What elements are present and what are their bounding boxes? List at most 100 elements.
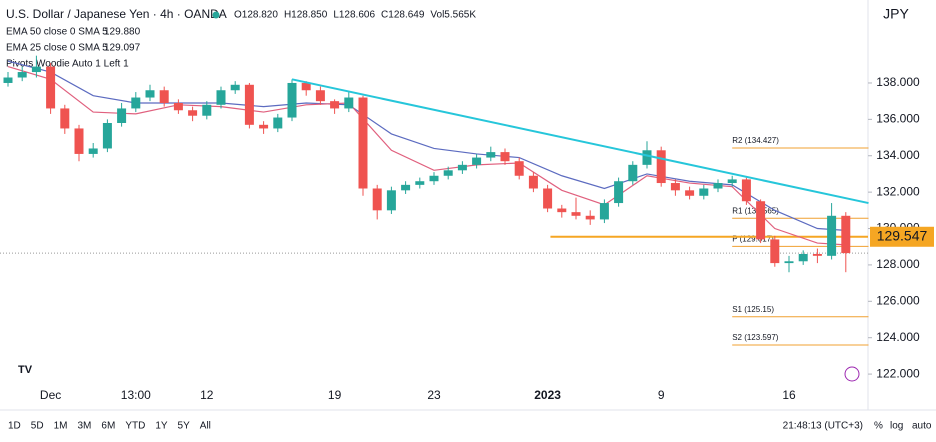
candle-body	[74, 128, 84, 154]
candle-body	[770, 239, 780, 264]
candle-body	[287, 82, 297, 118]
indicator-label: Pivots Woodie Auto 1 Left 1	[6, 59, 129, 70]
candle-body	[472, 157, 482, 165]
candle-body	[500, 152, 510, 162]
scale-option[interactable]: %	[874, 421, 883, 432]
candle-body	[642, 150, 652, 165]
price-label: 129.547	[877, 227, 928, 243]
candle-body	[188, 110, 198, 116]
candle-body	[330, 101, 340, 109]
candle-body	[599, 203, 609, 220]
range-button[interactable]: 1Y	[155, 421, 168, 432]
legend-value: 129.097	[104, 43, 141, 54]
candle-body	[386, 190, 396, 211]
candle-body	[17, 72, 27, 78]
scale-option[interactable]: log	[890, 421, 903, 432]
scale-option[interactable]: auto	[912, 421, 932, 432]
candle-body	[429, 175, 439, 182]
candle-body	[784, 261, 794, 264]
candle-body	[88, 148, 98, 154]
candle-body	[798, 253, 808, 262]
clock: 21:48:13 (UTC+3)	[783, 421, 863, 432]
candle-body	[486, 152, 496, 158]
candle-body	[656, 150, 666, 184]
candle-body	[443, 170, 453, 176]
legend-name: EMA 25 close 0 SMA 5	[6, 43, 108, 54]
ohlc-value: L128.606	[333, 10, 375, 21]
candle-body	[457, 164, 467, 171]
range-button[interactable]: 1D	[8, 421, 21, 432]
legend-name: EMA 50 close 0 SMA 5	[6, 27, 108, 38]
range-button[interactable]: 5D	[31, 421, 44, 432]
y-tick-label: 134.000	[876, 148, 920, 162]
candle-body	[528, 175, 538, 189]
candle-body	[117, 108, 127, 123]
candle-body	[812, 253, 822, 256]
ohlc-value: O128.820	[234, 10, 278, 21]
y-tick-label: 128.000	[876, 257, 920, 271]
candle-body	[46, 66, 56, 109]
y-tick-label: 122.000	[876, 366, 920, 380]
candle-body	[301, 82, 311, 91]
candle-body	[614, 181, 624, 204]
candle-body	[159, 90, 169, 103]
range-button[interactable]: 6M	[101, 421, 115, 432]
x-tick-label: 13:00	[121, 388, 151, 402]
range-button[interactable]: 3M	[78, 421, 92, 432]
candle-body	[727, 179, 737, 184]
legend-value: 129.880	[104, 27, 141, 38]
candle-body	[401, 184, 411, 191]
candle-body	[841, 215, 851, 254]
range-button[interactable]: YTD	[125, 421, 145, 432]
ohlc-value: C128.649	[381, 10, 425, 21]
candle-body	[557, 208, 567, 213]
candle-body	[60, 108, 70, 129]
candle-body	[358, 97, 368, 189]
candle-body	[131, 97, 141, 109]
x-tick-label: 12	[200, 388, 214, 402]
y-tick-label: 136.000	[876, 112, 920, 126]
y-tick-label: 138.000	[876, 75, 920, 89]
pivot-label: P (129.017)	[732, 235, 774, 244]
candle-body	[216, 90, 226, 105]
candle-body	[372, 188, 382, 211]
x-tick-label: 19	[328, 388, 342, 402]
candle-body	[202, 104, 212, 116]
candle-body	[827, 215, 837, 256]
pivot-label: S1 (125.15)	[732, 305, 774, 314]
pivot-label: S2 (123.597)	[732, 333, 779, 342]
chart-title: U.S. Dollar / Japanese Yen · 4h · OANDA	[6, 7, 227, 21]
candle-body	[756, 201, 766, 240]
range-button[interactable]: 5Y	[178, 421, 191, 432]
candle-body	[315, 90, 325, 102]
candle-body	[571, 212, 581, 216]
flash-icon[interactable]	[844, 366, 860, 382]
candle-body	[670, 183, 680, 191]
x-tick-label: 16	[782, 388, 796, 402]
candle-body	[741, 179, 751, 202]
range-button[interactable]: 1M	[54, 421, 68, 432]
candle-body	[3, 77, 13, 83]
pivot-label: R1 (130.565)	[732, 206, 779, 215]
candle-body	[585, 215, 595, 220]
candle-body	[685, 190, 695, 196]
y-tick-label: 132.000	[876, 184, 920, 198]
price-label-box	[870, 226, 934, 247]
x-tick-label: 9	[658, 388, 665, 402]
range-button[interactable]: All	[200, 421, 211, 432]
y-tick-label: 126.000	[876, 293, 920, 307]
candle-body	[415, 181, 425, 185]
currency[interactable]: JPY	[883, 6, 909, 22]
x-tick-label: Dec	[40, 388, 61, 402]
candle-body	[344, 97, 354, 109]
trend-line	[291, 78, 869, 205]
candle-body	[514, 161, 524, 176]
pivot-label: R2 (134.427)	[732, 136, 779, 145]
candle-body	[102, 122, 112, 149]
x-tick-label: 23	[427, 388, 441, 402]
ohlc-value: H128.850	[284, 10, 328, 21]
candle-body	[628, 164, 638, 182]
candle-body	[31, 66, 41, 73]
candle-body	[230, 84, 240, 91]
